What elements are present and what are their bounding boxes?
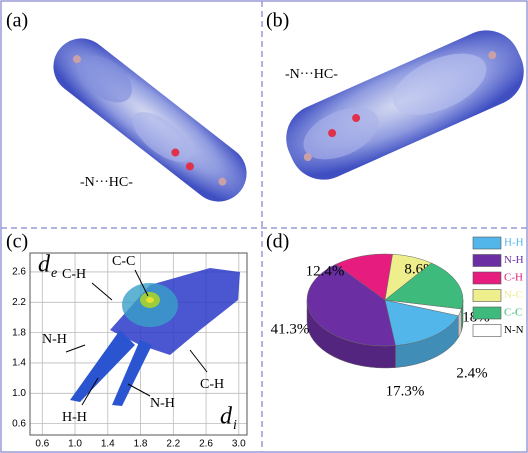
panel-label: (a) (6, 10, 28, 32)
y-axis-label-subscript: e (51, 266, 57, 281)
legend-label: H-H (504, 237, 524, 249)
x-axis-label-subscript: i (233, 418, 237, 433)
legend-label: N-C (504, 289, 523, 301)
y-tick-label: 1.4 (12, 358, 26, 369)
annotation: -N···HC- (285, 67, 338, 82)
legend-label: N-N (504, 324, 524, 336)
arrow (128, 384, 150, 396)
legend-swatch (473, 255, 501, 267)
y-axis-label: d (38, 252, 51, 278)
legend-label: C-H (504, 272, 523, 284)
annotation: C-H (62, 267, 86, 282)
x-tick-label: 1.8 (134, 439, 148, 450)
x-tick-label: 2.2 (166, 439, 180, 450)
panel-label: (d) (266, 231, 289, 253)
annotation: N-H (42, 332, 67, 347)
legend-label: C-C (504, 307, 522, 319)
legend-swatch (473, 325, 501, 337)
legend-swatch (473, 237, 501, 249)
arrow (92, 283, 112, 300)
legend-swatch (473, 307, 501, 319)
hirshfeld-surface (42, 27, 258, 213)
value-label: 41.3% (271, 321, 310, 337)
x-tick-label: 1.4 (101, 439, 115, 450)
arrow (66, 345, 85, 352)
y-tick-label: 1.8 (12, 327, 26, 338)
annotation: -N···HC- (80, 175, 133, 190)
x-axis-label: d (220, 404, 233, 430)
value-label: 17.3% (386, 383, 425, 399)
annotation: H-H (62, 410, 87, 425)
x-tick-label: 3.0 (232, 439, 246, 450)
figure: (a) -N···HC- (b) -N···HC- (c) 0.6 1.0 1.4 1… (0, 0, 528, 453)
panel-label: (b) (266, 10, 289, 32)
hirshfeld-surface (275, 19, 528, 190)
value-label: 2.4% (456, 365, 487, 381)
x-tick-label: 1.0 (68, 439, 82, 450)
panel-label: (c) (6, 231, 28, 253)
legend-swatch (473, 290, 501, 302)
legend-swatch (473, 272, 501, 284)
legend-label: N-H (504, 254, 524, 266)
y-tick-label: 1.0 (12, 388, 26, 399)
pie-chart: 17.3%41.3%12.4%8.6%18%2.4% (271, 254, 490, 399)
y-tick-label: 2.2 (12, 297, 26, 308)
value-label: 12.4% (306, 263, 345, 279)
arrow (190, 350, 207, 372)
y-tick-label: 2.6 (12, 267, 26, 278)
annotation: N-H (150, 396, 175, 411)
annotation: C-H (200, 377, 224, 392)
annotation: C-C (112, 254, 135, 269)
x-tick-label: 0.6 (35, 439, 49, 450)
y-tick-label: 0.6 (12, 418, 26, 429)
x-tick-label: 2.6 (199, 439, 213, 450)
